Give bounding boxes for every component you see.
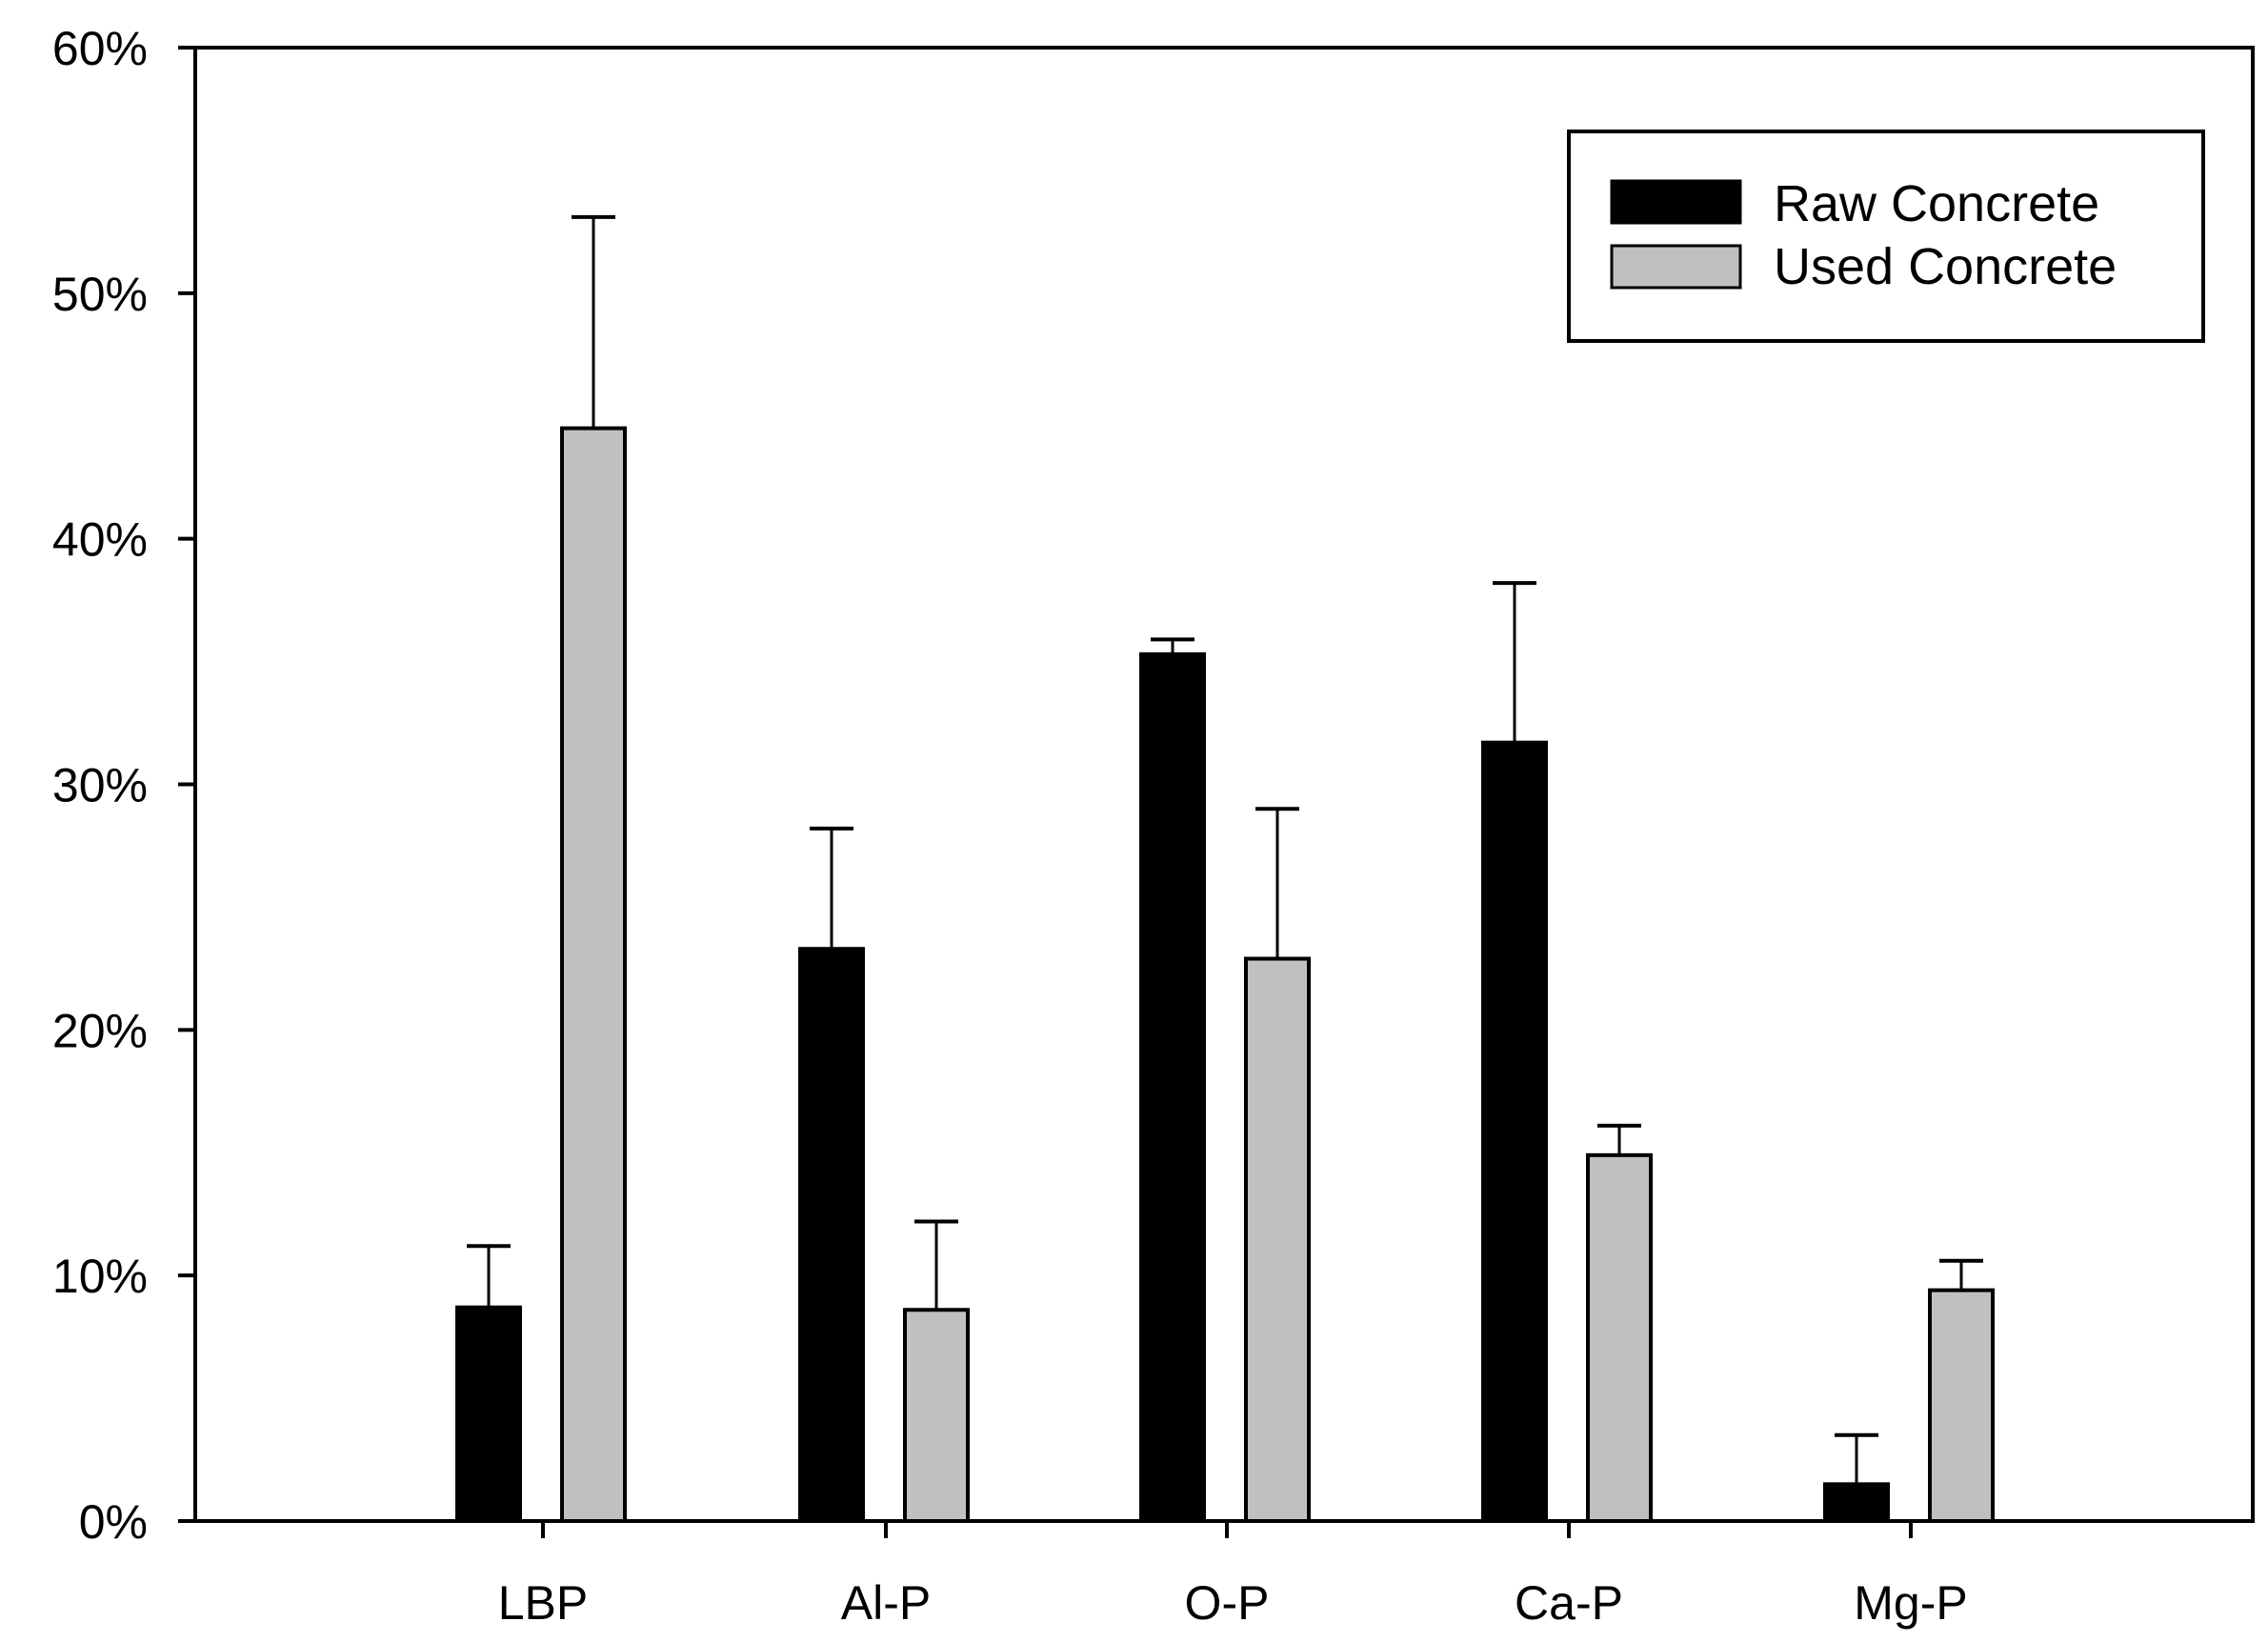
- bar-raw-concrete-mg-p: [1823, 1482, 1890, 1523]
- y-tick-label-60: 60%: [52, 22, 148, 75]
- legend-swatch-raw-concrete: [1610, 179, 1742, 225]
- bar-raw-concrete-o-p: [1139, 651, 1206, 1523]
- y-tick-label-0: 0%: [79, 1495, 148, 1549]
- bar-used-concrete-ca-p: [1586, 1152, 1653, 1524]
- legend-label-used-concrete: Used Concrete: [1774, 238, 2117, 295]
- bar-used-concrete-o-p: [1244, 956, 1311, 1523]
- bar-used-concrete-mg-p: [1928, 1288, 1995, 1524]
- x-axis: LBP Al-P O-P Ca-P Mg-P: [498, 1521, 1968, 1630]
- bar-used-concrete-lbp: [560, 426, 627, 1523]
- y-tick-label-20: 20%: [52, 1004, 148, 1057]
- bar-raw-concrete-ca-p: [1481, 740, 1548, 1523]
- legend-box: [1567, 130, 2205, 343]
- legend-swatch-used-concrete: [1610, 244, 1742, 290]
- y-tick-label-30: 30%: [52, 759, 148, 812]
- y-tick-label-40: 40%: [52, 513, 148, 567]
- x-tick-label-al-p: Al-P: [841, 1576, 931, 1630]
- bar-raw-concrete-lbp: [455, 1305, 522, 1524]
- x-tick-label-lbp: LBP: [498, 1576, 589, 1630]
- bar-raw-concrete-al-p: [798, 947, 865, 1523]
- x-tick-label-ca-p: Ca-P: [1515, 1576, 1623, 1630]
- y-tick-label-10: 10%: [52, 1250, 148, 1303]
- x-tick-label-mg-p: Mg-P: [1854, 1576, 1967, 1630]
- y-tick-label-50: 50%: [52, 268, 148, 321]
- legend-label-raw-concrete: Raw Concrete: [1774, 175, 2099, 232]
- x-tick-label-o-p: O-P: [1185, 1576, 1270, 1630]
- bar-used-concrete-al-p: [903, 1308, 970, 1523]
- legend: Raw Concrete Used Concrete: [1567, 130, 2205, 343]
- y-axis: 0% 10% 20% 30% 40% 50% 60%: [52, 22, 195, 1549]
